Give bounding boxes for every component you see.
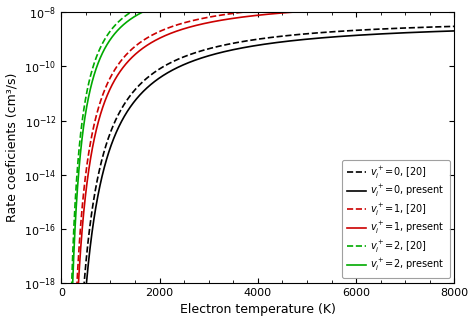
- Line: $v_i^+$=0, present: $v_i^+$=0, present: [62, 31, 455, 322]
- $v_i^+$=0, [20]: [291, 33, 297, 37]
- $v_i^+$=2, present: [79, 142, 84, 146]
- $v_i^+$=1, present: [371, 6, 377, 10]
- $v_i^+$=1, present: [201, 22, 207, 25]
- $v_i^+$=1, present: [291, 10, 297, 14]
- Line: $v_i^+$=2, present: $v_i^+$=2, present: [62, 0, 455, 322]
- $v_i^+$=0, [20]: [371, 27, 377, 31]
- $v_i^+$=1, present: [309, 9, 314, 13]
- $v_i^+$=0, present: [291, 39, 297, 43]
- X-axis label: Electron temperature (K): Electron temperature (K): [180, 303, 336, 317]
- $v_i^+$=0, present: [309, 37, 314, 41]
- $v_i^+$=0, present: [350, 33, 356, 37]
- $v_i^+$=0, [20]: [79, 319, 84, 322]
- $v_i^+$=1, [20]: [291, 6, 297, 10]
- $v_i^+$=1, [20]: [309, 5, 314, 9]
- $v_i^+$=1, [20]: [350, 3, 356, 7]
- $v_i^+$=1, [20]: [201, 16, 207, 20]
- $v_i^+$=1, present: [350, 7, 356, 11]
- Line: $v_i^+$=1, present: $v_i^+$=1, present: [62, 6, 455, 322]
- Line: $v_i^+$=1, [20]: $v_i^+$=1, [20]: [62, 2, 455, 322]
- $v_i^+$=0, present: [201, 55, 207, 59]
- $v_i^+$=2, [20]: [79, 125, 84, 128]
- $v_i^+$=0, [20]: [452, 24, 457, 28]
- $v_i^+$=1, [20]: [371, 2, 377, 6]
- $v_i^+$=0, present: [452, 29, 457, 33]
- $v_i^+$=1, present: [452, 4, 457, 8]
- Line: $v_i^+$=2, [20]: $v_i^+$=2, [20]: [62, 0, 455, 322]
- $v_i^+$=1, [20]: [79, 213, 84, 217]
- Line: $v_i^+$=0, [20]: $v_i^+$=0, [20]: [62, 26, 455, 322]
- $v_i^+$=0, [20]: [350, 29, 356, 33]
- $v_i^+$=0, [20]: [309, 32, 314, 35]
- $v_i^+$=0, [20]: [201, 48, 207, 52]
- Legend: $v_i^+$=0, [20], $v_i^+$=0, present, $v_i^+$=1, [20], $v_i^+$=1, present, $v_i^+: $v_i^+$=0, [20], $v_i^+$=0, present, $v_…: [342, 160, 449, 278]
- $v_i^+$=1, present: [79, 236, 84, 240]
- $v_i^+$=0, present: [371, 33, 377, 36]
- $v_i^+$=1, [20]: [452, 0, 457, 4]
- Y-axis label: Rate coeficients (cm³/s): Rate coeficients (cm³/s): [6, 73, 18, 222]
